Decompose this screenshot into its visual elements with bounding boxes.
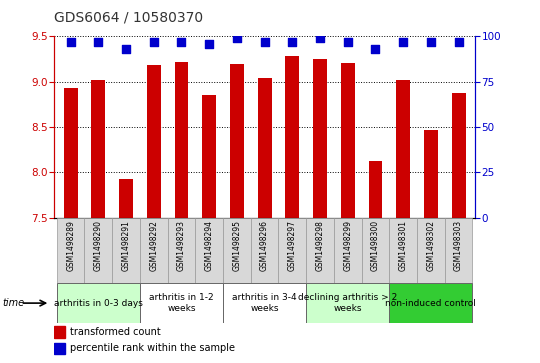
Point — [233, 35, 241, 41]
Bar — [417, 218, 445, 283]
Point — [399, 39, 408, 45]
Bar — [230, 65, 244, 218]
Bar — [140, 283, 223, 323]
Text: GSM1498294: GSM1498294 — [205, 220, 214, 271]
Bar — [341, 62, 355, 218]
Bar — [223, 283, 306, 323]
Bar — [174, 62, 188, 218]
Text: GSM1498291: GSM1498291 — [122, 220, 131, 271]
Text: GSM1498298: GSM1498298 — [315, 220, 325, 271]
Text: GSM1498289: GSM1498289 — [66, 220, 75, 271]
Text: GSM1498292: GSM1498292 — [149, 220, 158, 271]
Bar — [424, 130, 438, 218]
Bar — [147, 65, 161, 218]
Text: arthritis in 3-4
weeks: arthritis in 3-4 weeks — [232, 293, 297, 313]
Bar — [119, 179, 133, 218]
Text: GSM1498297: GSM1498297 — [288, 220, 297, 271]
Text: declining arthritis > 2
weeks: declining arthritis > 2 weeks — [298, 293, 397, 313]
Text: GSM1498296: GSM1498296 — [260, 220, 269, 271]
Bar — [362, 218, 389, 283]
Point — [343, 39, 352, 45]
Point — [94, 39, 103, 45]
Text: GSM1498293: GSM1498293 — [177, 220, 186, 271]
Bar — [279, 218, 306, 283]
Bar — [334, 218, 362, 283]
Point — [66, 39, 75, 45]
Bar — [445, 218, 472, 283]
Bar — [306, 283, 389, 323]
Bar — [223, 218, 251, 283]
Text: GSM1498301: GSM1498301 — [399, 220, 408, 271]
Bar — [285, 56, 299, 218]
Text: GSM1498300: GSM1498300 — [371, 220, 380, 271]
Text: arthritis in 1-2
weeks: arthritis in 1-2 weeks — [149, 293, 214, 313]
Point — [205, 41, 213, 46]
Bar — [368, 160, 382, 218]
Bar — [451, 93, 465, 218]
Bar — [389, 283, 472, 323]
Text: arthritis in 0-3 days: arthritis in 0-3 days — [54, 299, 143, 307]
Bar — [258, 78, 272, 218]
Point — [371, 46, 380, 52]
Point — [316, 35, 325, 41]
Bar — [389, 218, 417, 283]
Bar — [54, 326, 65, 338]
Text: GSM1498299: GSM1498299 — [343, 220, 352, 271]
Text: GSM1498303: GSM1498303 — [454, 220, 463, 271]
Point — [177, 39, 186, 45]
Bar — [54, 343, 65, 354]
Text: transformed count: transformed count — [70, 327, 161, 337]
Text: time: time — [3, 298, 25, 308]
Text: percentile rank within the sample: percentile rank within the sample — [70, 343, 235, 353]
Bar — [57, 218, 84, 283]
Text: GDS6064 / 10580370: GDS6064 / 10580370 — [54, 11, 203, 25]
Bar — [57, 283, 140, 323]
Bar — [64, 88, 78, 218]
Point — [454, 39, 463, 45]
Bar — [167, 218, 195, 283]
Point — [122, 46, 130, 52]
Point — [427, 39, 435, 45]
Text: GSM1498295: GSM1498295 — [232, 220, 241, 271]
Bar — [91, 80, 105, 218]
Point — [288, 39, 296, 45]
Bar — [313, 59, 327, 218]
Bar — [112, 218, 140, 283]
Bar — [202, 95, 216, 218]
Point — [260, 39, 269, 45]
Text: GSM1498290: GSM1498290 — [94, 220, 103, 271]
Bar — [306, 218, 334, 283]
Text: GSM1498302: GSM1498302 — [427, 220, 435, 271]
Bar — [140, 218, 167, 283]
Bar — [251, 218, 279, 283]
Bar — [396, 80, 410, 218]
Text: non-induced control: non-induced control — [386, 299, 476, 307]
Point — [150, 39, 158, 45]
Bar — [195, 218, 223, 283]
Bar — [84, 218, 112, 283]
